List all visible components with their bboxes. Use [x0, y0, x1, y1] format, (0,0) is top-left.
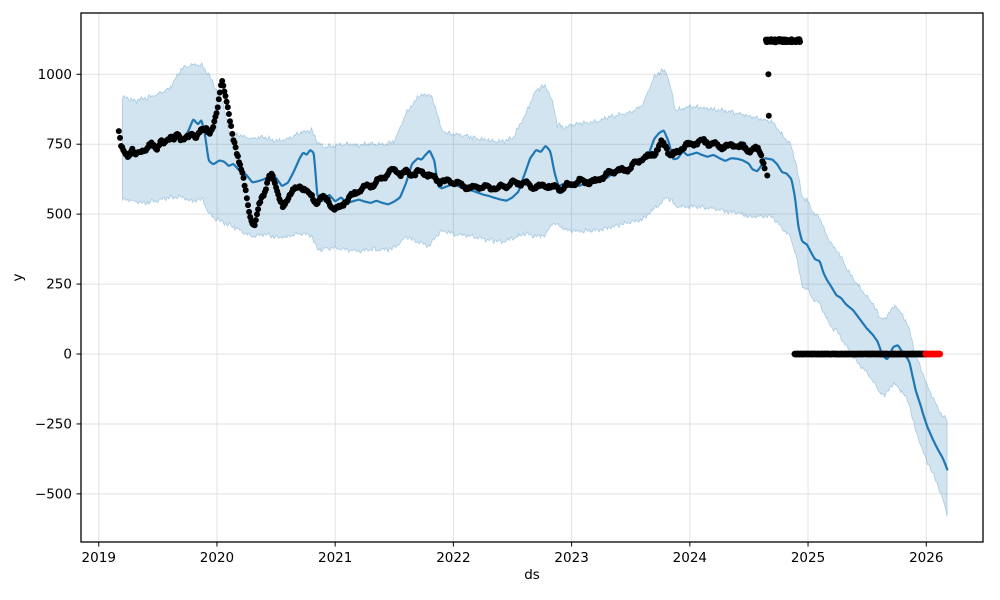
zero-run-observed — [791, 350, 929, 358]
observed-point — [242, 187, 249, 194]
observed-point — [222, 93, 229, 99]
observed-point — [245, 202, 251, 209]
y-tick-label: 0 — [63, 347, 72, 363]
forecast-line — [121, 118, 949, 471]
grid-lines — [81, 13, 983, 542]
y-tick-label: 250 — [46, 277, 72, 293]
x-tick-label: 2026 — [909, 550, 943, 566]
y-axis-label: y — [10, 274, 26, 282]
isolated-point — [765, 71, 772, 78]
isolated-point — [764, 172, 771, 179]
x-tick-label: 2025 — [791, 550, 825, 566]
observed-point — [309, 192, 315, 199]
observed-point — [246, 208, 253, 215]
outlier-cluster-high — [762, 36, 803, 46]
observed-point — [234, 153, 241, 160]
x-tick-label: 2020 — [200, 550, 234, 566]
observed-point — [241, 182, 248, 189]
observed-point — [758, 152, 765, 159]
observed-point — [231, 139, 238, 146]
plot-spines — [80, 12, 984, 543]
zero-run-anomaly-point — [936, 350, 944, 358]
observed-point — [221, 88, 228, 95]
observed-point — [216, 89, 223, 96]
observed-point — [237, 161, 244, 168]
observed-point — [761, 165, 768, 172]
observed-point — [251, 222, 258, 229]
x-tick-label: 2019 — [82, 550, 116, 566]
observed-point — [263, 186, 269, 193]
observed-point — [252, 217, 259, 224]
tick-marks — [76, 73, 927, 547]
x-tick-label: 2024 — [673, 550, 707, 566]
tick-labels: 2019 2020 2021 2022 2023 2024 2025 2026 −500 −250… — [35, 67, 944, 566]
observed-point — [215, 96, 222, 103]
observed-point — [223, 98, 230, 105]
y-tick-label: −250 — [35, 416, 72, 432]
observed-point — [232, 144, 239, 151]
zero-run-anomaly — [922, 350, 944, 358]
observed-point — [220, 82, 227, 89]
observed-point — [255, 206, 262, 213]
observed-point — [228, 123, 235, 129]
plot-area — [115, 36, 949, 517]
observed-point — [240, 174, 247, 181]
isolated-point — [765, 112, 772, 119]
observed-point — [213, 110, 220, 117]
observed-point — [663, 145, 670, 152]
observed-point — [243, 195, 250, 202]
observed-point — [227, 118, 233, 125]
observed-point — [224, 104, 231, 111]
uncertainty-band — [122, 61, 948, 517]
observed-point — [214, 104, 221, 111]
x-tick-label: 2021 — [318, 550, 352, 566]
x-tick-label: 2022 — [436, 550, 470, 566]
observed-point — [760, 160, 767, 167]
y-tick-label: 1000 — [38, 67, 72, 83]
observed-point — [117, 134, 123, 141]
observed-point — [239, 169, 246, 176]
observed-point — [115, 128, 122, 135]
y-tick-label: 750 — [46, 137, 72, 153]
observed-point — [211, 118, 218, 125]
observed-point — [257, 199, 264, 205]
observed-point — [219, 78, 226, 84]
observed-point — [229, 130, 236, 137]
x-axis-label: ds — [524, 567, 540, 583]
observed-point — [225, 111, 232, 117]
outlier-cluster-high-point — [796, 38, 803, 45]
y-tick-label: 500 — [46, 207, 72, 223]
isolated-points — [764, 71, 772, 179]
y-tick-label: −500 — [35, 486, 72, 502]
x-tick-label: 2023 — [554, 550, 588, 566]
observed-points — [115, 78, 768, 229]
observed-point — [210, 124, 217, 130]
observed-point — [254, 211, 260, 218]
